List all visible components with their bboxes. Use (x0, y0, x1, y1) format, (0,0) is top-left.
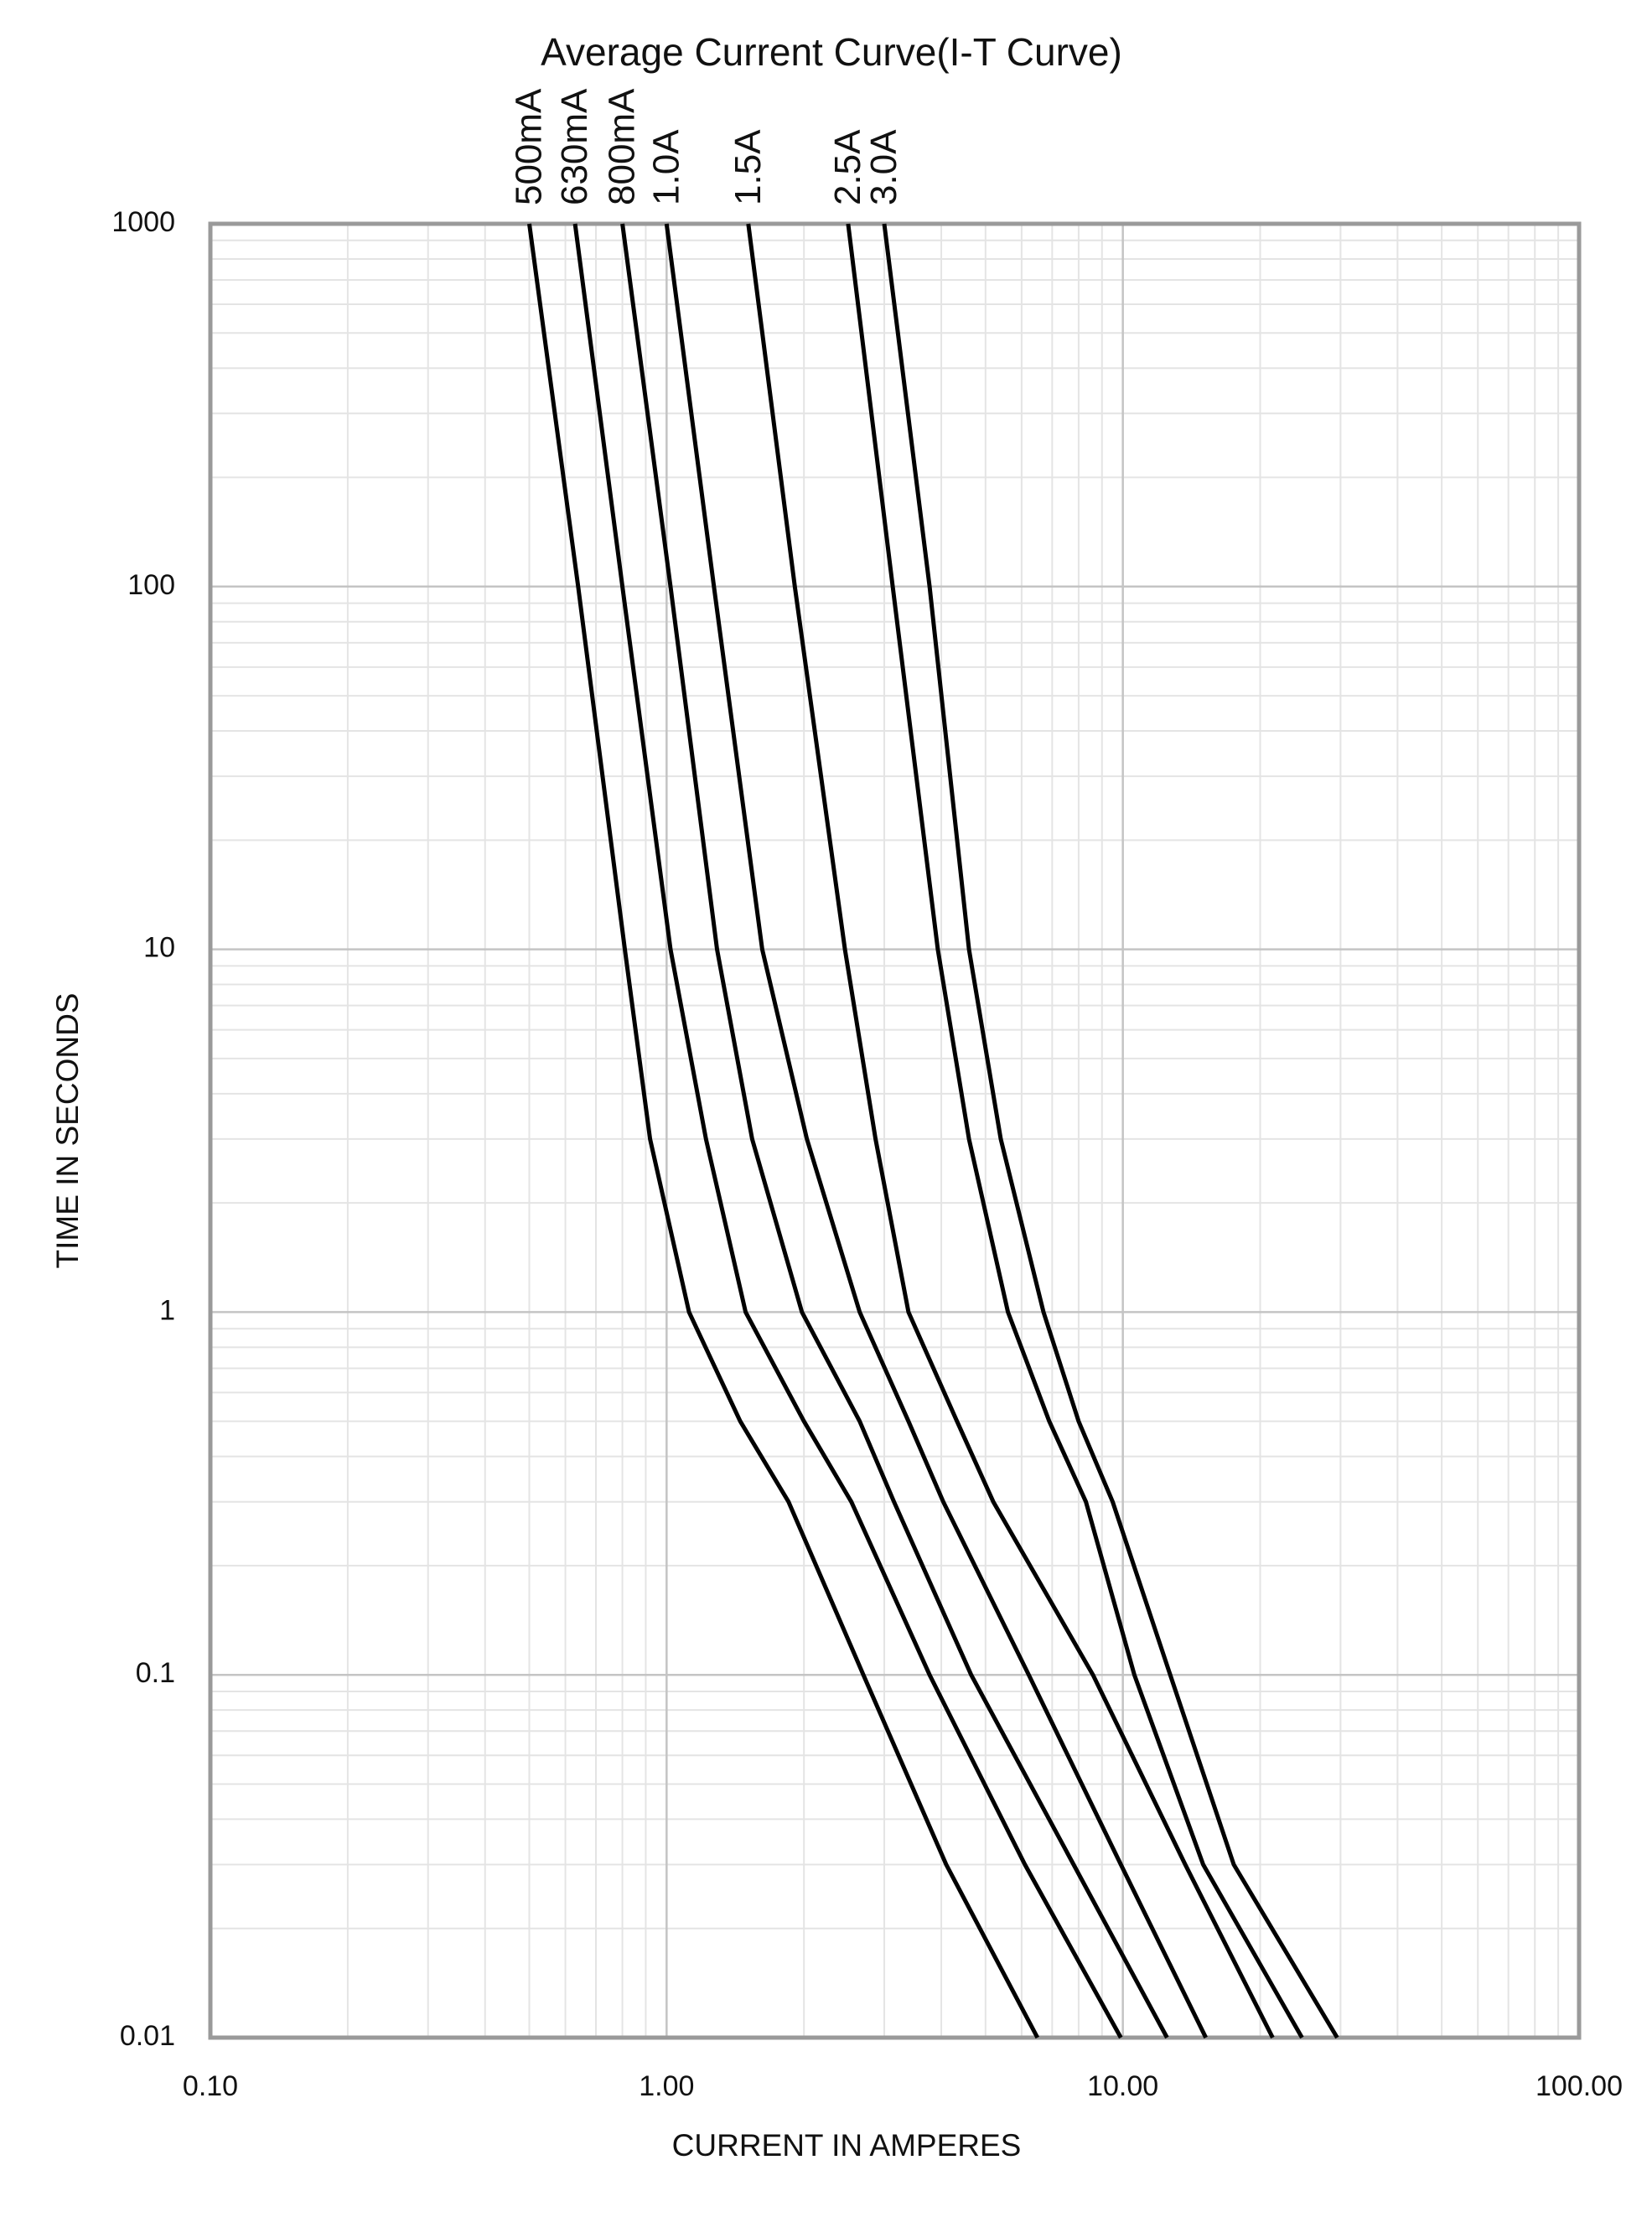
curve-label: 630mA (554, 88, 595, 205)
curve-label: 1.0A (645, 129, 686, 205)
curve (746, 223, 1275, 2039)
curve (572, 223, 1123, 2039)
x-tick-label: 100.00 (1535, 2070, 1623, 2102)
y-tick-label: 0.01 (120, 2020, 175, 2052)
curve-label: 3.0A (863, 129, 904, 205)
curve (664, 223, 1208, 2039)
y-tick-label: 0.1 (136, 1657, 175, 1689)
curve-label: 500mA (508, 88, 549, 205)
x-tick-label: 1.00 (639, 2070, 694, 2102)
plot-border (208, 221, 1582, 2040)
y-axis-title: TIME IN SECONDS (50, 993, 85, 1269)
curve-label: 2.5A (827, 129, 868, 205)
x-tick-label: 10.00 (1087, 2070, 1158, 2102)
x-tick-label: 0.10 (183, 2070, 238, 2102)
y-tick-label: 1 (159, 1294, 175, 1326)
y-tick-label: 10 (143, 932, 175, 964)
curve (527, 223, 1040, 2039)
y-tick-label: 1000 (111, 206, 175, 238)
curve (620, 223, 1169, 2039)
curve-label: 800mA (602, 88, 643, 205)
curve (846, 223, 1304, 2039)
chart-title: Average Current Curve(I-T Curve) (541, 30, 1122, 74)
curve (882, 223, 1339, 2039)
y-tick-label: 100 (127, 569, 175, 601)
x-axis-title: CURRENT IN AMPERES (672, 2128, 1022, 2163)
curve-label: 1.5A (728, 129, 769, 205)
